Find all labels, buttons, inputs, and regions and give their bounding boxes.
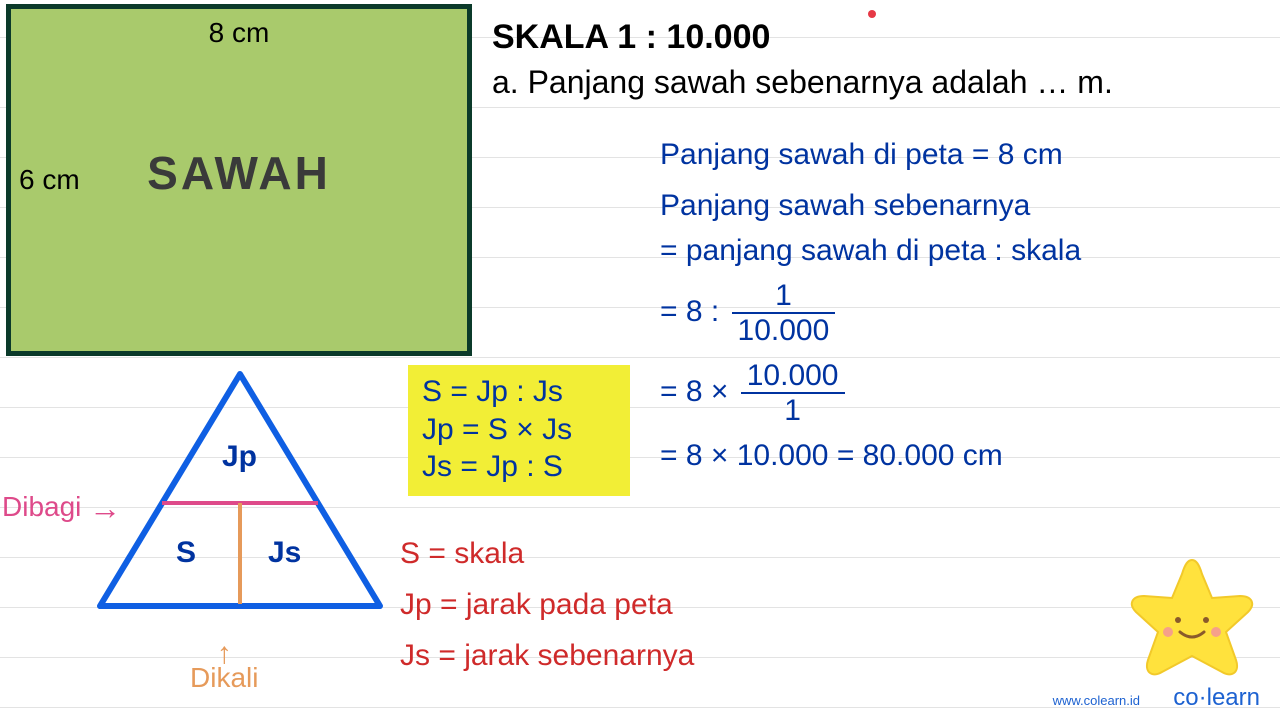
legend-block: S = skala Jp = jarak pada peta Js = jara… — [400, 528, 694, 681]
arrow-right-icon: → — [89, 490, 121, 526]
legend-line-2: Jp = jarak pada peta — [400, 579, 694, 630]
legend-line-3: Js = jarak sebenarnya — [400, 630, 694, 681]
sawah-height-label: 6 cm — [19, 164, 80, 196]
calc-line-3-prefix: = 8 : — [660, 295, 728, 328]
calc-line-3: = 8 : 1 10.000 — [660, 279, 1260, 347]
brand-url: www.colearn.id — [1053, 693, 1140, 708]
dibagi-text: Dibagi — [2, 491, 81, 522]
calc-line-3-num: 1 — [732, 279, 836, 314]
sawah-width-label: 8 cm — [209, 17, 270, 49]
dikali-text: Dikali — [190, 662, 258, 693]
triangle-svg — [90, 368, 390, 628]
question-text: a. Panjang sawah sebenarnya adalah … m. — [492, 64, 1113, 101]
formula-line-1: S = Jp : Js — [422, 373, 616, 411]
triangle-right-label: Js — [268, 536, 301, 570]
calc-line-2b: = panjang sawah di peta : skala — [660, 234, 1260, 267]
calc-line-1: Panjang sawah di peta = 8 cm — [660, 138, 1260, 171]
calc-line-2a: Panjang sawah sebenarnya — [660, 189, 1260, 222]
sawah-diagram: 8 cm 6 cm SAWAH — [6, 4, 472, 356]
legend-line-1: S = skala — [400, 528, 694, 579]
brand-logo: co·learn — [1173, 684, 1260, 712]
calc-line-4-prefix: = 8 × — [660, 375, 737, 408]
calc-line-4-den: 1 — [741, 394, 845, 427]
calc-line-4-num: 10.000 — [741, 359, 845, 394]
brand-dot: · — [1199, 684, 1207, 711]
formula-line-3: Js = Jp : S — [422, 448, 616, 486]
pointer-dot — [868, 10, 876, 18]
brand-co: co — [1173, 684, 1198, 711]
calculation-block: Panjang sawah di peta = 8 cm Panjang saw… — [660, 138, 1260, 484]
calc-line-3-den: 10.000 — [732, 314, 836, 347]
calc-line-4-frac: 10.000 1 — [741, 359, 845, 427]
formula-line-2: Jp = S × Js — [422, 411, 616, 449]
calc-line-3-frac: 1 10.000 — [732, 279, 836, 347]
scale-title: SKALA 1 : 10.000 — [492, 18, 770, 57]
formula-box: S = Jp : Js Jp = S × Js Js = Jp : S — [408, 365, 630, 496]
formula-triangle: Jp S Js — [90, 368, 390, 628]
calc-line-4: = 8 × 10.000 1 — [660, 359, 1260, 427]
sawah-center-label: SAWAH — [147, 146, 331, 200]
calc-line-5: = 8 × 10.000 = 80.000 cm — [660, 439, 1260, 472]
triangle-left-label: S — [176, 536, 196, 570]
dikali-label: ↑ Dikali — [190, 640, 258, 690]
dibagi-label: Dibagi → — [2, 490, 121, 527]
brand-learn: learn — [1207, 684, 1260, 711]
star-mascot-icon — [1122, 554, 1262, 684]
triangle-top-label: Jp — [222, 440, 257, 474]
